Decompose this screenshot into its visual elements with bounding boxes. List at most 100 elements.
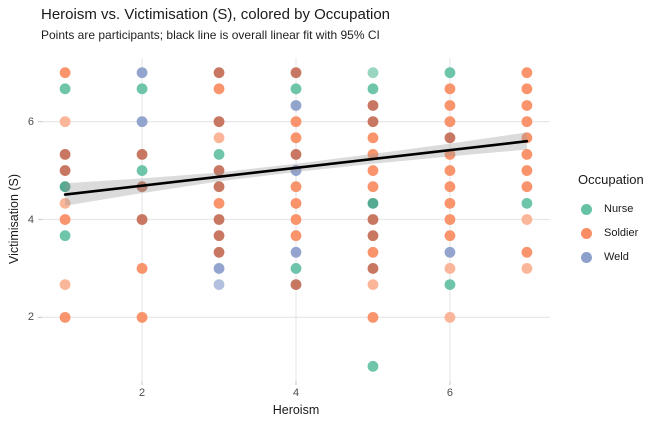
data-point-soldier [290, 230, 302, 242]
data-point-soldier [213, 116, 225, 128]
data-point-soldier [136, 311, 148, 323]
data-point-nurse [367, 83, 379, 95]
data-point-soldier [213, 181, 225, 193]
x-tick-label: 4 [292, 387, 300, 399]
x-tick-label: 2 [138, 387, 146, 399]
data-point-soldier [367, 149, 379, 160]
data-point-soldier [290, 116, 302, 128]
data-point-soldier [444, 263, 456, 274]
data-point-nurse [367, 67, 379, 79]
data-point-soldier [521, 67, 533, 79]
data-point-soldier [59, 197, 71, 209]
data-point-soldier [367, 181, 379, 193]
y-axis-label: Victimisation (S) [7, 173, 21, 265]
data-point-soldier [213, 165, 225, 176]
legend-item-nurse: Nurse [566, 197, 670, 221]
data-point-weld [213, 279, 225, 290]
data-point-nurse [213, 149, 225, 160]
data-point-soldier [444, 165, 456, 176]
data-point-soldier [521, 181, 533, 193]
x-tick-label: 6 [446, 387, 453, 399]
data-point-soldier [521, 246, 533, 258]
data-point-soldier [136, 214, 148, 225]
data-point-soldier [521, 83, 533, 95]
data-point-soldier [59, 116, 71, 128]
legend-swatch-weld-icon [581, 251, 592, 263]
x-axis-label: Heroism [272, 403, 320, 417]
data-point-soldier [59, 311, 71, 323]
linear-fit-line [63, 139, 529, 196]
data-point-soldier [213, 132, 225, 144]
data-point-soldier [367, 246, 379, 258]
data-point-soldier [444, 311, 456, 323]
legend-items: Nurse Soldier Weld [566, 197, 670, 269]
data-point-soldier [290, 197, 302, 209]
data-point-soldier [444, 181, 456, 193]
data-point-weld [136, 116, 148, 128]
data-point-soldier [367, 165, 379, 176]
data-point-soldier [59, 214, 71, 225]
data-point-nurse [444, 279, 456, 290]
legend-label: Nurse [604, 203, 634, 215]
chart-subtitle: Points are participants; black line is o… [41, 28, 380, 42]
data-point-soldier [367, 263, 379, 274]
legend-title: Occupation [578, 172, 644, 187]
y-tick-label: 4 [27, 213, 34, 226]
data-point-soldier [521, 116, 533, 128]
data-point-soldier [290, 132, 302, 144]
data-point-nurse [136, 165, 148, 176]
data-point-soldier [59, 165, 71, 176]
data-point-soldier [444, 149, 456, 160]
data-point-soldier [444, 230, 456, 242]
data-point-soldier [290, 149, 302, 160]
data-point-nurse [136, 83, 148, 95]
data-point-soldier [59, 279, 71, 290]
data-point-nurse [521, 197, 533, 209]
data-point-soldier [444, 214, 456, 225]
data-point-nurse [444, 67, 456, 79]
data-point-nurse [59, 181, 71, 193]
data-point-soldier [521, 100, 533, 111]
data-point-soldier [367, 230, 379, 242]
data-point-soldier [521, 214, 533, 225]
legend: Occupation Nurse Soldier Weld [566, 172, 670, 269]
legend-item-weld: Weld [566, 245, 670, 269]
data-point-weld [444, 246, 456, 258]
data-point-nurse [59, 83, 71, 95]
data-point-nurse [59, 230, 71, 242]
data-point-soldier [444, 197, 456, 209]
data-point-nurse [367, 360, 379, 372]
data-point-soldier [290, 181, 302, 193]
data-point-soldier [367, 100, 379, 111]
data-point-nurse [290, 263, 302, 274]
data-point-soldier [213, 246, 225, 258]
data-point-soldier [213, 214, 225, 225]
data-point-soldier [136, 149, 148, 160]
data-point-soldier [136, 263, 148, 274]
legend-swatch-soldier-icon [581, 227, 592, 239]
data-point-soldier [367, 214, 379, 225]
data-point-soldier [367, 132, 379, 144]
data-point-soldier [444, 132, 456, 144]
legend-swatch-nurse-icon [581, 203, 592, 215]
data-point-soldier [367, 116, 379, 128]
data-point-soldier [213, 230, 225, 242]
data-point-soldier [290, 214, 302, 225]
data-point-soldier [521, 165, 533, 176]
data-point-weld [290, 246, 302, 258]
data-point-soldier [367, 311, 379, 323]
data-point-soldier [444, 116, 456, 128]
chart-title: Heroism vs. Victimisation (S), colored b… [41, 6, 391, 23]
y-tick-label: 2 [27, 311, 34, 324]
data-point-soldier [59, 67, 71, 79]
data-point-soldier [290, 67, 302, 79]
legend-label: Weld [604, 251, 629, 263]
y-tick-label: 6 [27, 115, 34, 128]
data-point-soldier [521, 263, 533, 274]
data-point-soldier [213, 67, 225, 79]
data-point-soldier [213, 83, 225, 95]
data-point-soldier [444, 100, 456, 111]
data-point-soldier [521, 149, 533, 160]
